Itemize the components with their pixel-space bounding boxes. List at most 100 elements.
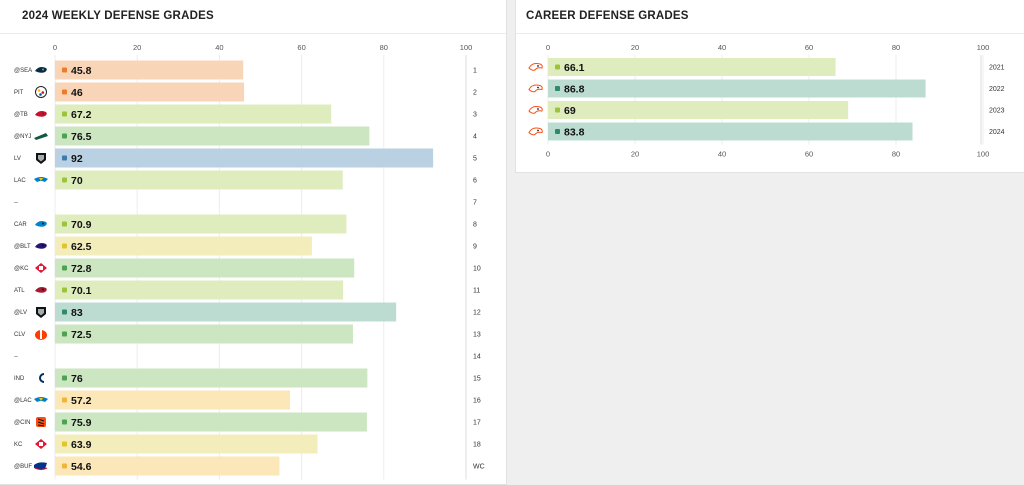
bar[interactable] [55,456,280,476]
bar[interactable] [55,434,318,454]
week-label: 3 [473,112,477,119]
opponent-label: @CIN [14,420,30,426]
grade-color-dot [62,265,67,271]
bengals-logo-icon [36,417,46,427]
grade-color-dot [62,133,67,139]
raiders-logo-icon [36,153,46,164]
grade-color-dot [555,129,560,134]
bar[interactable] [55,60,244,80]
falcons-logo-icon [35,287,47,293]
raiders-logo-icon [36,307,46,318]
grade-color-dot [555,107,560,113]
bar-value-label: 72.5 [71,329,92,341]
bar-value-label: 57.2 [71,395,92,407]
seahawks-logo-icon [35,67,47,73]
grade-color-dot [62,397,67,403]
bar-value-label: 75.9 [71,417,92,429]
opponent-label: CLV [14,332,25,338]
x-tick-label-top: 0 [546,43,550,52]
bar[interactable] [55,390,291,410]
grade-color-dot [62,441,67,447]
bar[interactable] [548,58,836,76]
x-tick-label-top: 100 [460,43,473,52]
bar-value-label: 69 [564,105,576,117]
bar-value-label: 86.8 [564,83,585,95]
weekly-grades-panel: 2024 WEEKLY DEFENSE GRADES 0 20 40 60 80 100 @… [0,0,507,485]
week-label: 2 [473,90,477,97]
bar[interactable] [548,101,849,119]
x-tick-label-top: 60 [297,43,305,52]
grade-color-dot [62,309,67,315]
grade-color-dot [62,419,67,425]
opponent-label: @NYJ [14,134,31,140]
bar-value-label: 70.9 [71,219,92,231]
x-tick-label-top: 100 [977,43,990,52]
colts-logo-icon [39,373,44,383]
jets-logo-icon [34,133,48,140]
browns-logo-icon [35,330,47,340]
title-divider [516,33,1024,34]
opponent-label: ATL [14,288,25,294]
week-label: 9 [473,244,477,251]
bar-value-label: 83.8 [564,126,585,138]
bar[interactable] [55,148,434,168]
grade-color-dot [555,86,560,91]
bar[interactable] [55,412,367,432]
bar[interactable] [55,170,343,190]
x-tick-label-bottom: 100 [977,150,990,159]
bar[interactable] [548,79,926,98]
chargers-logo-icon [34,397,48,402]
grade-color-dot [62,331,67,337]
x-tick-label-top: 20 [631,43,639,52]
grade-color-dot [62,463,67,469]
bar[interactable] [55,280,344,300]
week-label: WC [473,464,485,471]
x-tick-label-top: 20 [133,43,141,52]
chiefs-logo-icon [35,439,47,449]
bills-logo-icon [34,462,48,471]
bar-value-label: 46 [71,87,83,99]
week-label: 1 [473,68,477,75]
panthers-logo-icon [35,221,47,227]
bar[interactable] [55,82,245,102]
bar[interactable] [55,126,370,146]
broncos-logo-icon [528,127,543,136]
opponent-label: @LAC [14,398,32,404]
opponent-label: LAC [14,178,26,184]
opponent-label: @BLT [14,244,31,250]
bar-value-label: 66.1 [564,62,585,74]
week-label: 18 [473,442,481,449]
bar[interactable] [55,324,353,344]
bar-value-label: 62.5 [71,241,92,253]
opponent-label: KC [14,442,23,448]
grade-color-dot [62,243,67,249]
x-tick-label-top: 40 [718,43,726,52]
grade-color-dot [62,177,67,183]
x-tick-label-bottom: 20 [631,150,639,159]
season-label: 2022 [989,86,1005,93]
weekly-grades-title: 2024 WEEKLY DEFENSE GRADES [22,10,214,22]
bar[interactable] [55,214,347,234]
x-tick-label-top: 0 [53,43,57,52]
week-label: 5 [473,156,477,163]
bar[interactable] [55,302,397,322]
buccaneers-logo-icon [35,111,47,117]
bar[interactable] [548,122,913,141]
bar[interactable] [55,258,355,278]
x-tick-label-bottom: 60 [805,150,813,159]
season-label: 2024 [989,129,1005,136]
opponent-label: @KC [14,266,29,272]
opponent-label: -- [14,354,18,360]
bar[interactable] [55,236,312,256]
broncos-logo-icon [528,106,543,114]
chiefs-logo-icon [35,263,47,273]
season-label: 2021 [989,65,1005,72]
season-label: 2023 [989,108,1005,115]
week-label: 14 [473,354,481,361]
bar[interactable] [55,104,332,124]
week-label: 6 [473,178,477,185]
bar[interactable] [55,368,368,388]
bar-value-label: 70.1 [71,285,92,297]
broncos-logo-icon [528,63,543,71]
